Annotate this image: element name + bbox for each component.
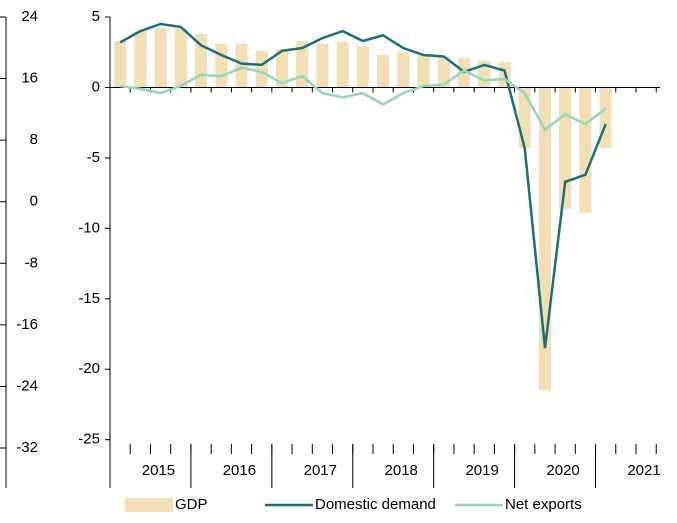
y-tick-label: -15 xyxy=(78,290,100,307)
bar xyxy=(336,42,349,88)
bar xyxy=(518,87,531,149)
bar xyxy=(437,56,450,88)
bar xyxy=(417,55,430,88)
bar xyxy=(397,52,410,88)
year-label: 2017 xyxy=(304,462,337,479)
bar xyxy=(275,49,289,88)
bar xyxy=(215,43,228,88)
y2-tick-label: -16 xyxy=(16,316,38,333)
y2-tick-label: 8 xyxy=(30,131,38,148)
bar xyxy=(235,43,248,88)
year-label: 2020 xyxy=(546,462,579,479)
y2-tick-label: 24 xyxy=(21,8,38,25)
bar xyxy=(377,55,390,88)
bar xyxy=(579,87,592,213)
year-label: 2016 xyxy=(223,462,256,479)
y2-tick-label: 0 xyxy=(30,193,38,210)
bar xyxy=(316,43,329,88)
bar xyxy=(356,46,369,88)
legend-label: GDP xyxy=(175,496,208,513)
bar xyxy=(174,28,187,88)
year-label: 2021 xyxy=(627,462,660,479)
y2-tick-label: 16 xyxy=(21,70,38,87)
y2-tick-label: -8 xyxy=(25,254,38,271)
legend-label: Domestic demand xyxy=(315,496,436,513)
y-tick-label: -25 xyxy=(78,431,100,448)
bar xyxy=(296,40,309,88)
bar xyxy=(154,28,167,88)
y2-tick-label: -24 xyxy=(16,377,38,394)
year-label: 2015 xyxy=(142,462,175,479)
y-tick-label: -5 xyxy=(87,149,100,166)
year-label: 2019 xyxy=(465,462,498,479)
y-tick-label: -20 xyxy=(78,360,100,377)
bar xyxy=(114,40,127,88)
bar xyxy=(599,87,612,149)
legend-label: Net exports xyxy=(505,496,582,513)
line xyxy=(119,66,607,132)
bar xyxy=(255,50,268,88)
line xyxy=(119,22,607,349)
y-tick-label: 5 xyxy=(92,8,100,25)
y-tick-label: -10 xyxy=(78,219,100,236)
legend-swatch xyxy=(125,498,173,512)
bar xyxy=(134,31,147,88)
year-label: 2018 xyxy=(385,462,418,479)
y-tick-label: 0 xyxy=(92,78,100,95)
y2-tick-label: -32 xyxy=(16,439,38,456)
